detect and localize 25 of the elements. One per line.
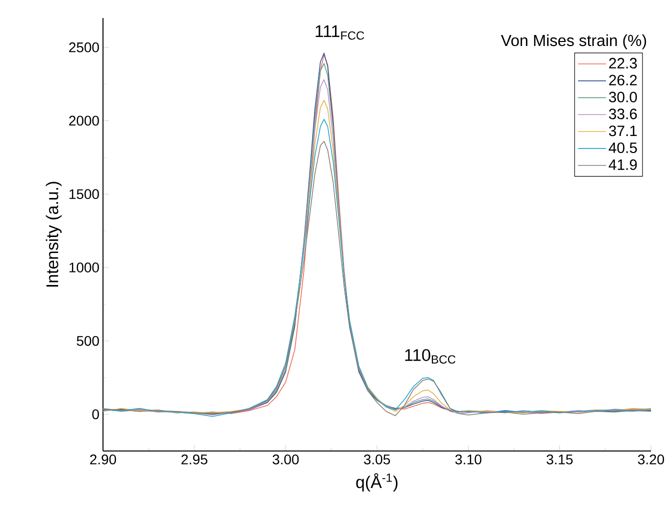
y-tick-label: 2500 <box>69 42 99 52</box>
x-tick-label: 2.95 <box>181 454 208 464</box>
x-tick-label: 3.15 <box>546 454 573 464</box>
x-axis-title: q(Å$^{-1}$) <box>356 473 398 492</box>
y-tick-label: 1500 <box>70 189 99 200</box>
y-tick-label: 0 <box>92 409 99 420</box>
legend-label: 33.6 <box>608 108 637 120</box>
legend-title: Von Mises strain (%) <box>500 34 646 50</box>
legend-label: 40.5 <box>608 142 637 154</box>
x-tick-label: 3.20 <box>638 454 664 464</box>
y-tick-label: 500 <box>76 336 99 346</box>
legend-label: 26.2 <box>609 74 637 86</box>
x-tick-label: 3.00 <box>272 454 299 464</box>
legend-label: 37.1 <box>608 126 637 136</box>
x-tick-label: 2.90 <box>90 454 116 464</box>
y-tick-label: 2000 <box>69 116 99 126</box>
legend-label: 30.0 <box>608 92 637 102</box>
annotation: 110$_{BCC}$ <box>405 349 456 364</box>
y-axis-title: Intensity (a.u.) <box>46 182 62 287</box>
legend-label: 22.3 <box>609 58 637 68</box>
legend-label: 41.9 <box>608 159 637 170</box>
x-tick-label: 3.10 <box>455 454 482 464</box>
x-tick-label: 3.05 <box>364 454 390 464</box>
y-tick-label: 1000 <box>70 262 99 272</box>
annotation: 111$_{FCC}$ <box>316 25 364 40</box>
